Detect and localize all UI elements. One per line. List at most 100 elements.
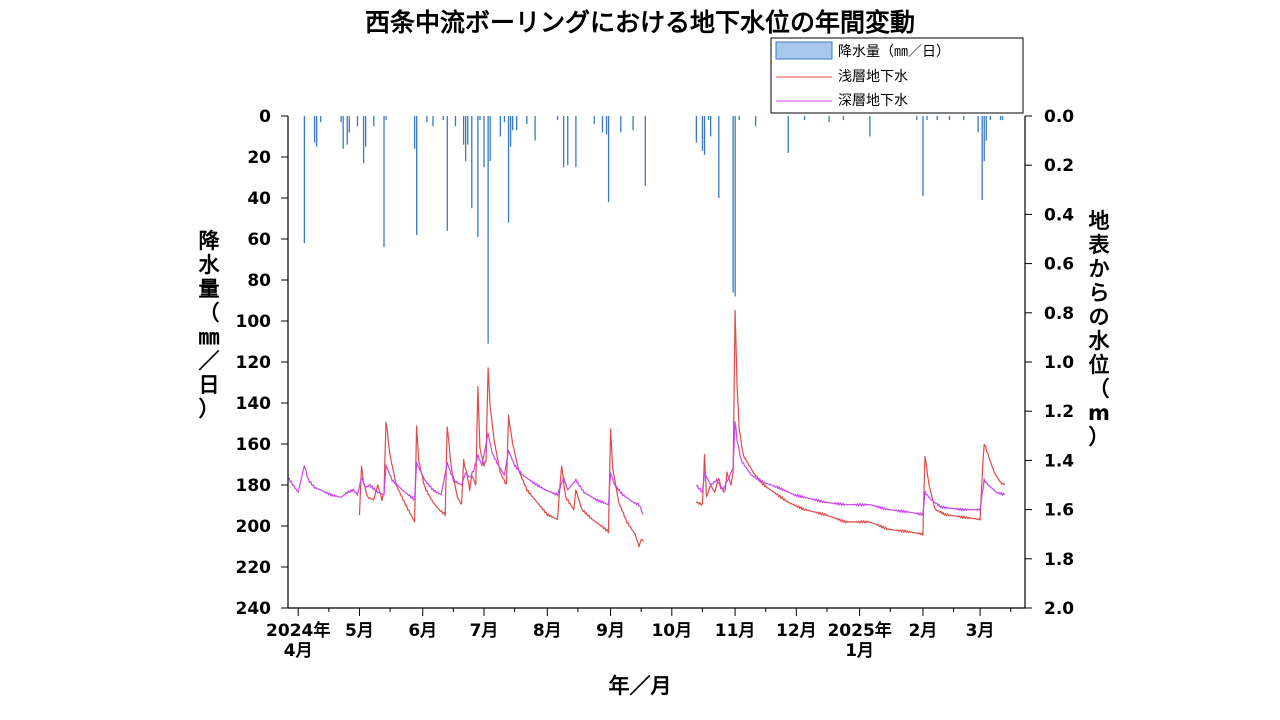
left-axis-label-char: 降 [199, 229, 221, 253]
rainfall-bar [983, 116, 985, 162]
right-axis-label-char: 位 [1089, 353, 1110, 377]
rainfall-bar [383, 116, 385, 248]
right-tick-label: 1.8 [1044, 550, 1074, 570]
axis-ticks: 0 20 40 60 80 100 120 140 160 180 200 220 240 0.0 0.2 0… [236, 107, 1075, 661]
rainfall-bar [340, 116, 342, 123]
left-axis-label-char: ㎜ [199, 325, 220, 349]
rainfall-bar [963, 116, 965, 121]
rainfall-bar [426, 116, 428, 123]
right-axis-label-char: か [1089, 257, 1110, 281]
right-tick-label: 1.2 [1044, 402, 1074, 422]
left-tick-label: 100 [236, 312, 272, 332]
shallow-groundwater-line-1 [358, 367, 644, 548]
x-tick-label: 2024年 [266, 620, 330, 641]
rainfall-bar [465, 116, 467, 162]
x-tick-sublabel: 1月 [845, 641, 874, 661]
rainfall-bar [362, 116, 365, 164]
right-axis-label-char: 表 [1089, 233, 1111, 257]
rainfall-bar [734, 116, 736, 297]
x-tick-label: 5月 [345, 621, 374, 641]
rainfall-bar [701, 116, 704, 151]
rainfall-bar [313, 116, 316, 143]
rainfall-bar [948, 116, 951, 121]
chart-axes [287, 116, 1026, 609]
rainfall-bar [471, 116, 473, 209]
rainfall-bar [732, 116, 734, 293]
rainfall-bar [703, 116, 706, 155]
rainfall-bar [869, 116, 871, 137]
rainfall-bar [454, 116, 457, 127]
rainfall-bar [605, 116, 608, 135]
right-axis-label-char: の [1089, 305, 1110, 329]
legend-label-deep: 深層地下水 [838, 93, 908, 109]
rainfall-bar [489, 116, 491, 162]
rainfall-bar [477, 116, 479, 237]
rainfall-bar [432, 116, 434, 127]
rainfall-bar [364, 116, 367, 147]
legend-label-shallow: 浅層地下水 [838, 69, 908, 85]
x-tick-label: 2025年 [827, 620, 891, 641]
chart-legend: 降水量（㎜／日） 浅層地下水 深層地下水 [770, 37, 1024, 114]
right-axis-label-char: m [1088, 401, 1110, 425]
left-axis-label: 降水量（㎜／日） [199, 229, 221, 421]
rainfall-bar [601, 116, 604, 133]
left-tick-label: 180 [236, 476, 272, 496]
rainfall-bar [718, 116, 720, 198]
left-axis-label-char: ） [199, 397, 220, 421]
rainfall-bar [738, 116, 740, 121]
rainfall-bar [346, 116, 348, 145]
left-axis-label-char: ／ [199, 349, 220, 373]
x-tick-sublabel: 4月 [284, 641, 313, 661]
rainfall-bar [483, 116, 485, 168]
rainfall-bar [936, 116, 938, 121]
right-tick-label: 0.6 [1044, 255, 1074, 275]
rainfall-bar [842, 116, 844, 121]
legend-swatch-rainfall [775, 41, 833, 60]
rainfall-bar [342, 116, 344, 149]
right-axis-label-char: ら [1089, 281, 1110, 305]
left-tick-label: 20 [247, 148, 271, 168]
left-tick-label: 200 [236, 517, 272, 537]
rainfall-bar [575, 116, 577, 168]
legend-label-rainfall: 降水量（㎜／日） [838, 44, 950, 60]
rainfall-bar [516, 116, 518, 131]
groundwater-lines [287, 309, 1006, 548]
rainfall-bar [563, 116, 565, 168]
rainfall-bar [981, 116, 983, 201]
rainfall-bar [385, 116, 387, 121]
rainfall-bar [416, 116, 418, 235]
right-axis-label-char: 地 [1089, 209, 1110, 233]
rainfall-bar [509, 116, 512, 147]
x-tick-label: 8月 [533, 621, 562, 641]
rainfall-bar [315, 116, 318, 147]
left-tick-label: 60 [247, 230, 271, 250]
rainfall-bar [499, 116, 502, 137]
rainfall-bar [999, 116, 1002, 121]
left-tick-label: 220 [236, 558, 272, 578]
rainfall-bar [567, 116, 569, 166]
rainfall-bar [828, 116, 830, 123]
left-tick-label: 0 [259, 107, 271, 127]
rainfall-bar [556, 116, 559, 121]
rainfall-bar [787, 116, 789, 153]
right-tick-label: 0.0 [1044, 107, 1074, 127]
rainfall-bar [620, 116, 622, 133]
rainfall-bar [926, 116, 928, 121]
right-tick-label: 0.4 [1044, 205, 1074, 225]
deep-groundwater-line-1 [287, 432, 644, 515]
rainfall-bar [1001, 116, 1004, 121]
rainfall-bar [644, 116, 646, 186]
right-tick-label: 0.2 [1044, 156, 1074, 176]
x-tick-label: 10月 [651, 621, 692, 641]
rainfall-bar [467, 116, 469, 145]
rainfall-bar [593, 116, 595, 125]
rainfall-bar [922, 116, 924, 196]
x-tick-label: 3月 [966, 621, 995, 641]
rainfall-bar [348, 116, 350, 133]
left-axis-label-char: 日 [199, 373, 220, 397]
left-tick-label: 120 [236, 353, 272, 373]
right-axis-label-char: （ [1089, 377, 1110, 401]
left-tick-label: 80 [247, 271, 271, 291]
